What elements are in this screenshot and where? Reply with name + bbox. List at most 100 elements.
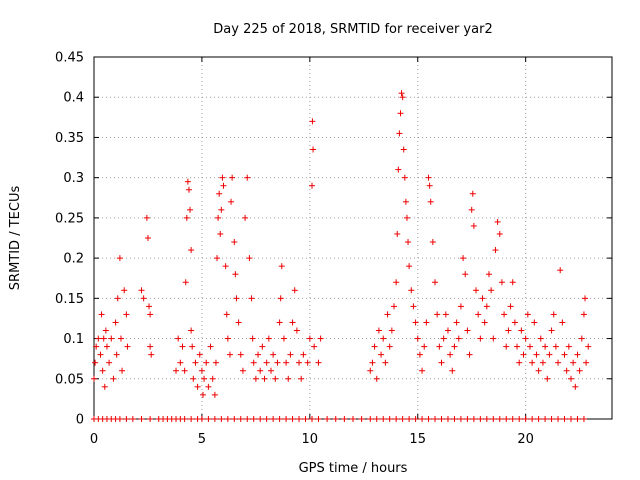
data-point (113, 351, 120, 358)
data-point (453, 319, 460, 326)
data-point (371, 343, 378, 350)
data-point (425, 416, 432, 422)
data-point (567, 416, 574, 422)
data-point (95, 335, 102, 342)
data-point (535, 367, 542, 374)
data-point (129, 416, 136, 422)
data-point (485, 271, 492, 278)
data-point (293, 327, 300, 334)
data-point (289, 319, 296, 326)
data-point (514, 343, 521, 350)
data-point (211, 391, 218, 398)
data-point (570, 359, 577, 366)
data-point (402, 198, 409, 205)
plot-frame (93, 56, 613, 420)
data-point (583, 359, 590, 366)
data-point (419, 416, 426, 422)
data-point (332, 416, 339, 422)
data-point (464, 416, 471, 422)
data-point (440, 335, 447, 342)
data-point (257, 367, 264, 374)
data-point (211, 416, 218, 422)
data-point (399, 416, 406, 422)
data-point (270, 351, 277, 358)
data-point (205, 416, 212, 422)
data-point (119, 367, 126, 374)
data-point (285, 375, 292, 382)
data-point (215, 214, 222, 221)
data-point (175, 335, 182, 342)
data-point (216, 190, 223, 197)
data-point (239, 367, 246, 374)
data-point (386, 416, 393, 422)
data-point (196, 351, 203, 358)
data-point (117, 335, 124, 342)
data-point (223, 311, 230, 318)
data-point (116, 416, 123, 422)
data-point (483, 303, 490, 310)
data-point (394, 230, 401, 237)
data-point (304, 359, 311, 366)
data-point (481, 319, 488, 326)
data-point (198, 367, 205, 374)
data-point (188, 247, 195, 254)
data-point (276, 416, 283, 422)
data-point (449, 367, 456, 374)
data-point (99, 367, 106, 374)
data-point (263, 359, 270, 366)
data-point (466, 351, 473, 358)
data-point (494, 218, 501, 225)
data-point (367, 416, 374, 422)
data-point (235, 319, 242, 326)
data-point (438, 416, 445, 422)
data-point (220, 182, 227, 189)
data-point (263, 416, 270, 422)
data-point (189, 343, 196, 350)
data-point (91, 375, 97, 382)
data-point (181, 367, 188, 374)
data-point (470, 416, 477, 422)
data-point (283, 416, 290, 422)
data-point (574, 416, 581, 422)
data-point (341, 416, 348, 422)
data-point (542, 343, 549, 350)
y-tick-label: 0.25 (55, 211, 84, 226)
data-point (114, 295, 121, 302)
data-point (184, 178, 191, 185)
data-point (397, 110, 404, 117)
data-point (393, 279, 400, 286)
data-point (468, 206, 475, 213)
data-point (315, 359, 322, 366)
data-point (498, 279, 505, 286)
data-point (237, 416, 244, 422)
data-point (116, 255, 123, 262)
data-point (192, 359, 199, 366)
y-tick-label: 0.35 (55, 131, 84, 146)
data-point (100, 335, 107, 342)
data-point (396, 130, 403, 137)
data-point (267, 367, 274, 374)
data-point (283, 359, 290, 366)
data-point (246, 255, 253, 262)
data-point (207, 343, 214, 350)
data-point (138, 287, 145, 294)
data-point (138, 416, 145, 422)
data-point (188, 416, 195, 422)
data-point (280, 335, 287, 342)
data-point (380, 416, 387, 422)
data-point (460, 255, 467, 262)
data-point (98, 311, 105, 318)
data-point (520, 351, 527, 358)
data-point (108, 335, 115, 342)
data-point (237, 351, 244, 358)
data-point (199, 391, 206, 398)
data-point (124, 343, 131, 350)
data-point (542, 416, 549, 422)
data-point (548, 416, 555, 422)
data-point (479, 295, 486, 302)
data-point (102, 327, 109, 334)
data-point (188, 327, 195, 334)
data-point (181, 416, 188, 422)
data-point (451, 416, 458, 422)
data-point (555, 416, 562, 422)
